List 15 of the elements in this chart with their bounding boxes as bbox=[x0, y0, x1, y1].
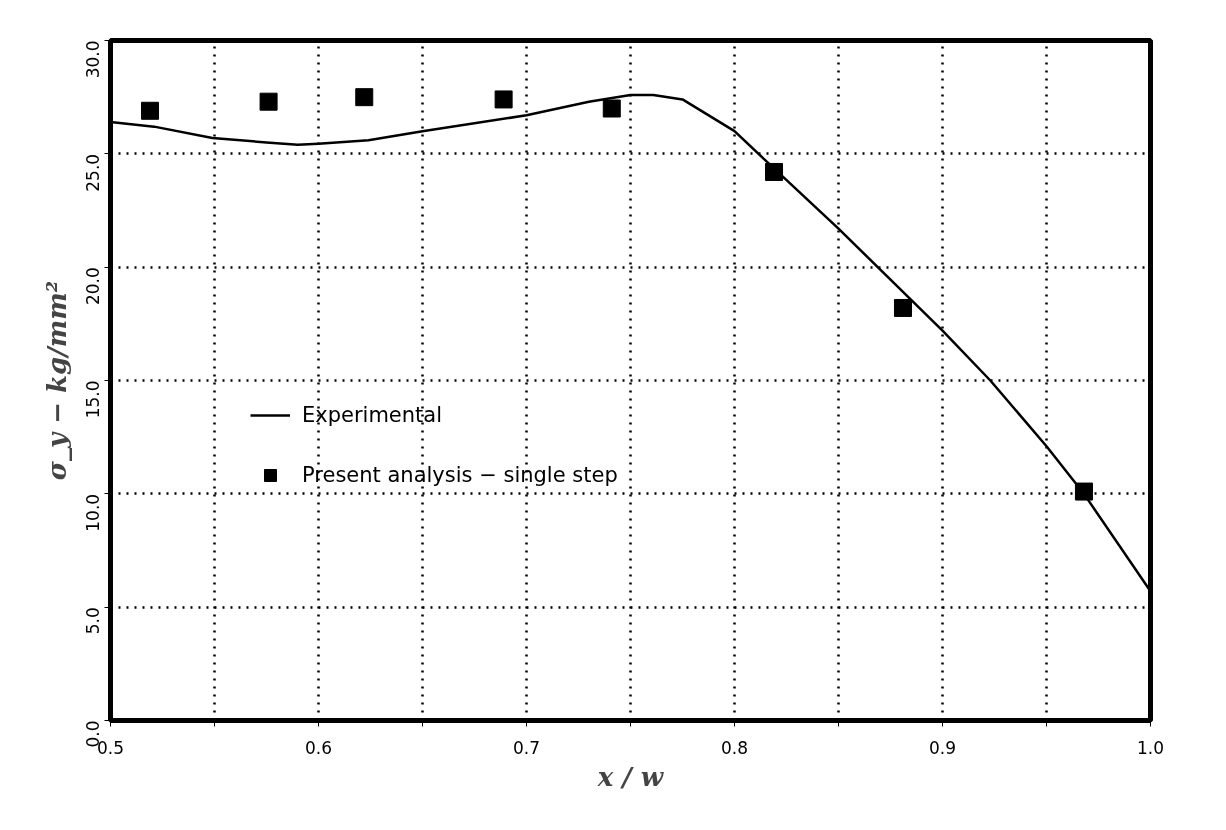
x-axis-title: x / w bbox=[596, 761, 665, 792]
y-tick-label: 10.0 bbox=[83, 493, 103, 532]
y-axis-title: σ_y − kg/mm² bbox=[41, 280, 72, 481]
x-tick-label: 0.8 bbox=[720, 737, 749, 758]
y-tick-label: 30.0 bbox=[83, 40, 103, 79]
y-tick-label: 25.0 bbox=[83, 153, 103, 192]
y-tick-label: 5.0 bbox=[83, 607, 103, 635]
x-tick-label: 0.9 bbox=[928, 737, 957, 758]
x-tick-label: 1.0 bbox=[1136, 737, 1165, 758]
legend-label: Experimental bbox=[302, 403, 443, 427]
y-tick-label: 15.0 bbox=[83, 380, 103, 419]
x-tick-label: 0.6 bbox=[304, 737, 333, 758]
x-tick-label: 0.7 bbox=[512, 737, 541, 758]
legend-label: Present analysis − single step bbox=[302, 463, 618, 487]
y-tick-label: 20.0 bbox=[83, 267, 103, 306]
